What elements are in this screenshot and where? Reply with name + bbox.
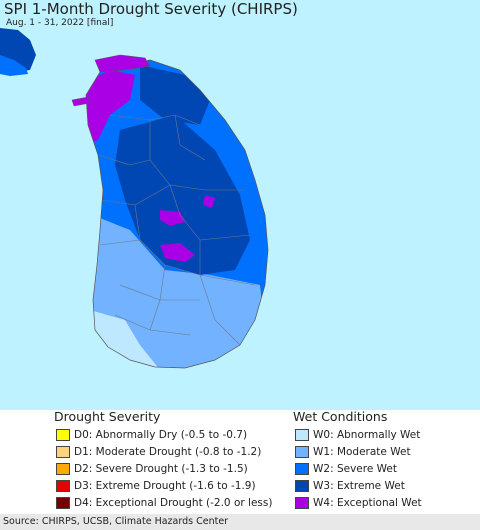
wet-legend-heading: Wet Conditions <box>293 409 388 424</box>
drought-legend-item: D0: Abnormally Dry (-0.5 to -0.7) <box>56 428 247 442</box>
drought-legend-swatch <box>56 446 70 458</box>
wet-legend-swatch <box>295 480 309 492</box>
district-boundaries <box>97 114 256 346</box>
wet-legend-label: W4: Exceptional Wet <box>313 497 422 509</box>
extreme-wet-north <box>140 65 210 125</box>
drought-legend-swatch <box>56 480 70 492</box>
drought-legend-heading: Drought Severity <box>54 409 161 424</box>
island-outline <box>85 59 269 369</box>
drought-legend-item: D4: Exceptional Drought (-2.0 or less) <box>56 496 272 510</box>
drought-legend-swatch <box>56 497 70 509</box>
wet-legend-label: W0: Abnormally Wet <box>313 429 421 441</box>
exceptional-wet-south-central <box>160 243 195 262</box>
drought-legend-item: D3: Extreme Drought (-1.6 to -1.9) <box>56 479 256 493</box>
exceptional-wet-central <box>160 210 185 226</box>
wet-legend-swatch <box>295 497 309 509</box>
drought-legend-swatch <box>56 463 70 475</box>
drought-legend-item: D1: Moderate Drought (-0.8 to -1.2) <box>56 445 261 459</box>
exceptional-wet-northwest <box>86 70 135 145</box>
map-title: SPI 1-Month Drought Severity (CHIRPS) <box>4 0 298 18</box>
drought-legend-label: D1: Moderate Drought (-0.8 to -1.2) <box>74 446 262 458</box>
wet-legend-item: W1: Moderate Wet <box>295 445 411 459</box>
drought-map <box>0 0 480 410</box>
drought-legend-label: D3: Extreme Drought (-1.6 to -1.9) <box>74 480 256 492</box>
drought-legend-swatch <box>56 429 70 441</box>
wet-legend-label: W1: Moderate Wet <box>313 446 411 458</box>
wet-legend-item: W3: Extreme Wet <box>295 479 405 493</box>
jaffna-peninsula <box>94 54 151 73</box>
wet-legend-item: W2: Severe Wet <box>295 462 397 476</box>
drought-legend-label: D0: Abnormally Dry (-0.5 to -0.7) <box>74 429 248 441</box>
wet-legend-swatch <box>295 429 309 441</box>
mannar-island <box>71 96 91 107</box>
source-footer: Source: CHIRPS, UCSB, Climate Hazards Ce… <box>0 514 480 530</box>
wet-legend-item: W4: Exceptional Wet <box>295 496 422 510</box>
extreme-wet-core <box>115 115 250 275</box>
wet-legend-swatch <box>295 446 309 458</box>
wet-legend-label: W3: Extreme Wet <box>313 480 405 492</box>
wet-legend-swatch <box>295 463 309 475</box>
drought-legend-label: D2: Severe Drought (-1.3 to -1.5) <box>74 463 248 475</box>
map-subtitle: Aug. 1 - 31, 2022 [final] <box>6 18 114 28</box>
wet-legend-label: W2: Severe Wet <box>313 463 397 475</box>
exceptional-wet-east <box>203 195 215 208</box>
drought-legend-item: D2: Severe Drought (-1.3 to -1.5) <box>56 462 248 476</box>
wet-legend-item: W0: Abnormally Wet <box>295 428 420 442</box>
india-coast-band <box>0 55 28 76</box>
drought-legend-label: D4: Exceptional Drought (-2.0 or less) <box>74 497 273 509</box>
